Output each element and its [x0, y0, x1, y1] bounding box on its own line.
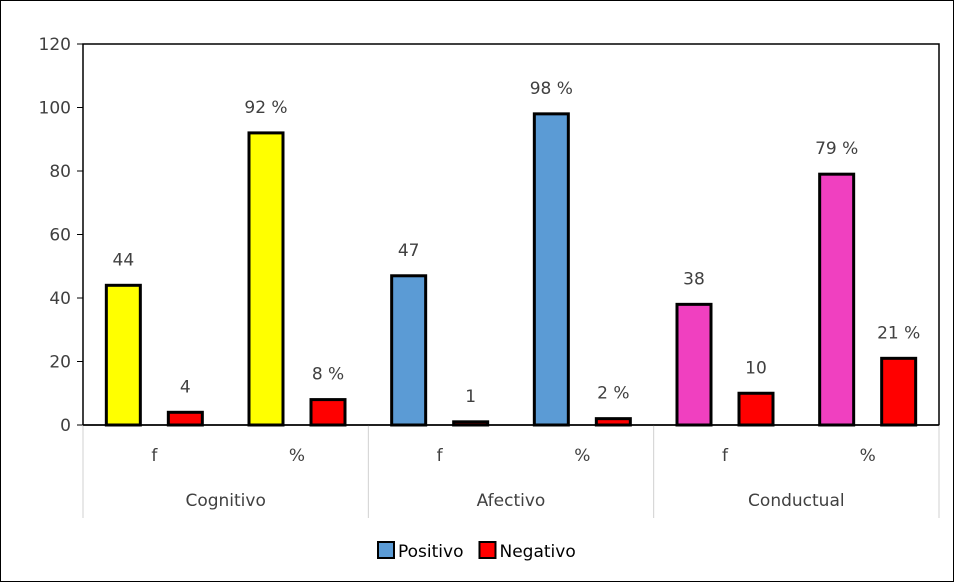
subcategory-label: f	[722, 446, 729, 466]
plot-area	[82, 43, 940, 426]
group-label: Cognitivo	[185, 491, 265, 511]
subcategory-label: %	[574, 446, 590, 466]
data-label-negativo: 1	[465, 387, 476, 407]
data-label-negativo: 21 %	[877, 323, 920, 343]
bar-negativo	[309, 398, 347, 427]
y-tick-label: 80	[49, 162, 71, 182]
y-tick-label: 20	[49, 353, 71, 373]
subcategory-label: %	[860, 446, 876, 466]
bar-positivo	[390, 274, 428, 427]
data-label-positivo: 92 %	[244, 98, 287, 118]
subcategory-label: f	[151, 446, 158, 466]
data-label-positivo: 47	[398, 241, 420, 261]
bar-positivo	[818, 172, 856, 427]
y-tick-label: 100	[39, 99, 71, 119]
group-label: Conductual	[748, 491, 845, 511]
legend-label: Positivo	[398, 542, 463, 562]
bar-positivo	[104, 283, 142, 427]
data-label-negativo: 2 %	[597, 384, 629, 404]
y-tick-label: 0	[60, 416, 71, 436]
data-label-positivo: 79 %	[815, 139, 858, 159]
bar-negativo	[880, 356, 918, 427]
legend-label: Negativo	[499, 542, 575, 562]
data-label-positivo: 38	[683, 269, 705, 289]
group-label: Afectivo	[477, 491, 546, 511]
bar-negativo	[594, 417, 632, 427]
data-label-negativo: 8 %	[312, 365, 344, 385]
y-tick-label: 120	[39, 35, 71, 55]
bar-negativo	[737, 391, 775, 427]
bar-positivo	[532, 112, 570, 427]
y-tick-label: 40	[49, 289, 71, 309]
y-tick-label: 60	[49, 226, 71, 246]
data-label-positivo: 98 %	[530, 79, 573, 99]
subcategory-label: f	[437, 446, 444, 466]
legend-swatch	[478, 541, 497, 559]
data-label-negativo: 4	[180, 377, 191, 397]
bar-negativo	[166, 410, 204, 427]
data-label-negativo: 10	[745, 358, 767, 378]
data-label-positivo: 44	[113, 250, 135, 270]
bar-positivo	[247, 131, 285, 427]
bar-positivo	[675, 302, 713, 427]
legend-swatch	[377, 541, 395, 559]
subcategory-label: %	[289, 446, 305, 466]
